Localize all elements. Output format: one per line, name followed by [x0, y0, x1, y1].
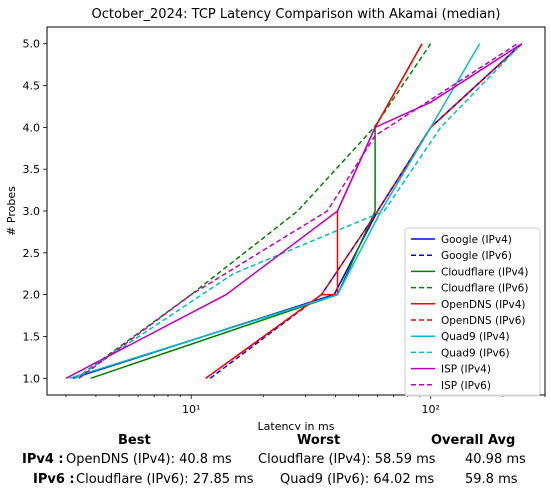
- y-tick-label: 1.5: [23, 330, 41, 343]
- ipv6-row-label: IPv6 :: [33, 472, 75, 487]
- series-line-cloudflare-ipv4: [90, 43, 423, 380]
- series-line-opendns-ipv4: [205, 43, 423, 379]
- legend-label: ISP (IPv4): [441, 364, 491, 376]
- latency-chart: October_2024: TCP Latency Comparison wit…: [5, 7, 546, 430]
- x-tick-label: 10¹: [182, 403, 200, 416]
- y-tick-label: 5.0: [23, 38, 41, 51]
- best-header: Best: [118, 433, 151, 448]
- y-tick-label: 2.0: [23, 289, 41, 302]
- y-tick-label: 3.0: [23, 205, 41, 218]
- legend-box: [404, 227, 541, 397]
- series-line-quad9-ipv4: [69, 43, 481, 380]
- series-line-opendns-ipv6: [205, 43, 523, 379]
- ipv4-row-label: IPv4 :: [22, 452, 64, 467]
- series-line-isp-ipv6: [78, 43, 518, 379]
- y-tick-label: 4.0: [23, 121, 41, 134]
- y-axis-label: # Probes: [5, 186, 18, 236]
- series-line-cloudflare-ipv6: [81, 43, 432, 375]
- legend-label: OpenDNS (IPv6): [441, 315, 526, 327]
- ipv6-worst-value: Quad9 (IPv6): 64.02 ms: [280, 472, 435, 487]
- legend-label: Quad9 (IPv6): [441, 347, 510, 359]
- y-tick-label: 2.5: [23, 247, 41, 260]
- ipv4-best-value: OpenDNS (IPv4): 40.8 ms: [66, 452, 232, 467]
- ipv6-best-value: Cloudflare (IPv6): 27.85 ms: [76, 472, 254, 487]
- x-axis-label: Latency in ms: [258, 420, 335, 430]
- legend-label: Cloudflare (IPv4): [441, 266, 528, 278]
- x-axis-ticks: 10¹ 10²: [65, 395, 546, 416]
- series-line-quad9-ipv6: [75, 43, 523, 379]
- series-line-google-ipv6: [209, 43, 523, 379]
- legend-label: Google (IPv6): [441, 250, 512, 262]
- avg-header: Overall Avg: [431, 433, 516, 448]
- x-tick-label: 10²: [422, 403, 440, 416]
- ipv4-worst-value: Cloudflare (IPv4): 58.59 ms: [258, 452, 436, 467]
- legend-label: Cloudflare (IPv6): [441, 283, 528, 295]
- legend-label: Quad9 (IPv4): [441, 331, 510, 343]
- y-tick-label: 4.5: [23, 80, 41, 93]
- legend-label: OpenDNS (IPv4): [441, 299, 526, 311]
- ipv6-avg-value: 59.8 ms: [465, 472, 518, 487]
- legend-label: ISP (IPv6): [441, 380, 491, 392]
- y-axis-ticks: 1.0 1.5 2.0 2.5 3.0 3.5 4.0 4.5 5.0: [23, 38, 47, 385]
- worst-header: Worst: [297, 433, 341, 448]
- legend-label: Google (IPv4): [441, 234, 512, 246]
- summary-stats: Best Worst Overall Avg IPv4 : OpenDNS (I…: [0, 430, 551, 494]
- ipv4-avg-value: 40.98 ms: [465, 452, 526, 467]
- series-layer: [65, 43, 523, 380]
- legend: Google (IPv4) Google (IPv6) Cloudflare (IP…: [404, 227, 541, 397]
- y-tick-label: 1.0: [23, 372, 41, 385]
- series-line-isp-ipv4: [65, 43, 523, 379]
- chart-title: October_2024: TCP Latency Comparison wit…: [92, 7, 501, 22]
- y-tick-label: 3.5: [23, 163, 41, 176]
